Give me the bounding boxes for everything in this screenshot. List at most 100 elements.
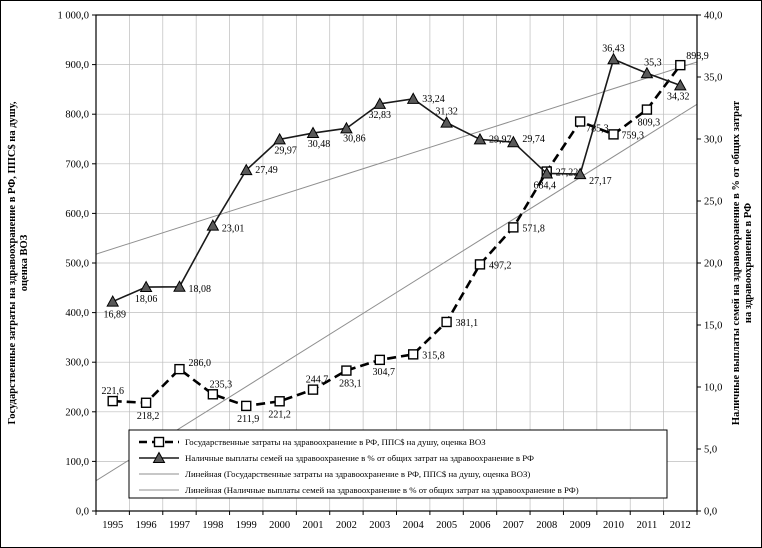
marker-triangle (540, 166, 554, 179)
x-axis-tick-label: 2008 (536, 520, 557, 531)
axis-ticks (92, 14, 701, 515)
right-axis-tick-label: 5,0 (704, 445, 717, 456)
marker-square (174, 363, 185, 375)
x-axis-tick-label: 1998 (202, 520, 223, 531)
right-axis-title: Наличные выплаты семей на здравоохранени… (731, 100, 754, 425)
left-axis-tick-label: 0,0 (76, 507, 89, 518)
marker-square (374, 354, 386, 366)
point-label: 244,7 (306, 375, 329, 386)
point-label: 16,89 (103, 310, 126, 321)
x-axis-tick-label: 1996 (136, 520, 157, 531)
left-axis-tick-label: 700,0 (65, 159, 89, 170)
marker-triangle (573, 167, 587, 180)
point-label: 27,17 (589, 176, 612, 187)
point-label: 304,7 (373, 367, 396, 378)
marker-triangle (239, 163, 253, 176)
marker-square (641, 104, 653, 115)
legend-box (128, 429, 668, 499)
point-label: 571,8 (522, 223, 545, 234)
x-axis-tick-label: 2001 (303, 520, 324, 531)
marker-square (107, 395, 118, 407)
marker-square (474, 259, 486, 270)
left-axis-tick-label: 300,0 (65, 358, 89, 369)
marker-triangle (273, 132, 286, 145)
series-line-0 (112, 64, 682, 408)
series-line-1 (112, 58, 681, 303)
marker-square (508, 222, 519, 233)
point-label: 283,1 (339, 379, 362, 390)
marker-square (407, 349, 419, 360)
left-axis-tick-label: 400,0 (65, 308, 89, 319)
marker-triangle (640, 66, 654, 79)
marker-triangle (607, 52, 620, 65)
trendlines (96, 61, 697, 482)
point-label: 211,9 (237, 414, 259, 425)
marker-square (441, 316, 452, 328)
x-axis-tick-label: 2006 (469, 520, 490, 531)
legend-sample-triangle-marker (152, 451, 166, 463)
marker-triangle (139, 280, 153, 293)
marker-square (675, 59, 686, 71)
right-axis-tick-label: 0,0 (704, 507, 717, 518)
legend-label: Линейная (Государственные затраты на здр… (185, 469, 530, 479)
legend-label: Государственные затраты на здравоохранен… (185, 437, 486, 447)
left-axis-tick-label: 500,0 (65, 259, 89, 270)
point-label: 381,1 (456, 318, 479, 329)
point-label: 286,0 (188, 358, 211, 369)
marker-triangle (306, 126, 320, 139)
x-axis-tick-label: 2002 (336, 520, 357, 531)
marker-triangle (473, 132, 487, 145)
left-axis-tick-label: 1 000,0 (58, 11, 90, 22)
point-label: 221,6 (101, 386, 124, 397)
left-axis-tick-label: 200,0 (65, 407, 89, 418)
trendline (96, 103, 697, 482)
marker-triangle (406, 92, 420, 104)
x-axis-tick-label: 2005 (436, 520, 457, 531)
x-axis-tick-label: 2012 (670, 520, 691, 531)
point-label: 809,3 (638, 118, 661, 129)
right-axis-tick-label: 25,0 (704, 197, 722, 208)
point-label: 18,08 (188, 284, 211, 295)
marker-square (608, 129, 619, 140)
legend: Государственные затраты на здравоохранен… (128, 429, 668, 499)
x-axis-tick-label: 2010 (603, 520, 624, 531)
right-axis-tick-label: 15,0 (704, 321, 722, 332)
marker-square (574, 116, 586, 127)
point-label: 315,8 (422, 350, 445, 361)
point-label: 18,06 (135, 294, 158, 305)
point-label: 684,4 (534, 181, 557, 192)
x-axis-tick-label: 2007 (503, 520, 524, 531)
marker-triangle (106, 295, 120, 307)
x-axis-tick-label: 2009 (570, 520, 591, 531)
right-axis-tick-label: 20,0 (704, 259, 722, 270)
trendline (96, 61, 697, 255)
point-label: 235,3 (210, 379, 233, 390)
marker-triangle (440, 116, 453, 128)
right-axis-tick-label: 40,0 (704, 11, 722, 22)
point-label: 759,3 (622, 130, 645, 141)
marker-square (241, 400, 252, 412)
right-axis-tick-label: 30,0 (704, 135, 722, 146)
marker-triangle (673, 78, 687, 91)
point-label: 35,3 (644, 57, 662, 68)
point-label: 27,49 (255, 165, 278, 176)
axis-tick-labels: 0,0 100,0 200,0 300,0 400,0 500,0 600,0 700,0 80… (58, 11, 723, 532)
point-label: 29,97 (489, 134, 512, 145)
right-axis-tick-label: 35,0 (704, 73, 722, 84)
left-axis-title: Государственные затраты на здравоохранен… (7, 101, 30, 424)
point-label: 33,24 (422, 94, 445, 105)
point-label: 30,86 (343, 133, 366, 144)
point-label: 218,2 (137, 411, 160, 422)
marker-triangle (173, 280, 186, 292)
legend-label: Линейная (Наличные выплаты семей на здра… (185, 485, 579, 495)
marker-triangle (373, 97, 387, 109)
x-axis-tick-label: 1995 (102, 520, 123, 531)
marker-square (207, 389, 219, 400)
marker-square (274, 396, 285, 407)
point-label: 30,48 (308, 139, 331, 150)
left-axis-tick-label: 100,0 (65, 457, 89, 468)
left-axis-tick-label: 600,0 (65, 209, 89, 220)
legend-label: Наличные выплаты семей на здравоохранени… (185, 453, 534, 463)
